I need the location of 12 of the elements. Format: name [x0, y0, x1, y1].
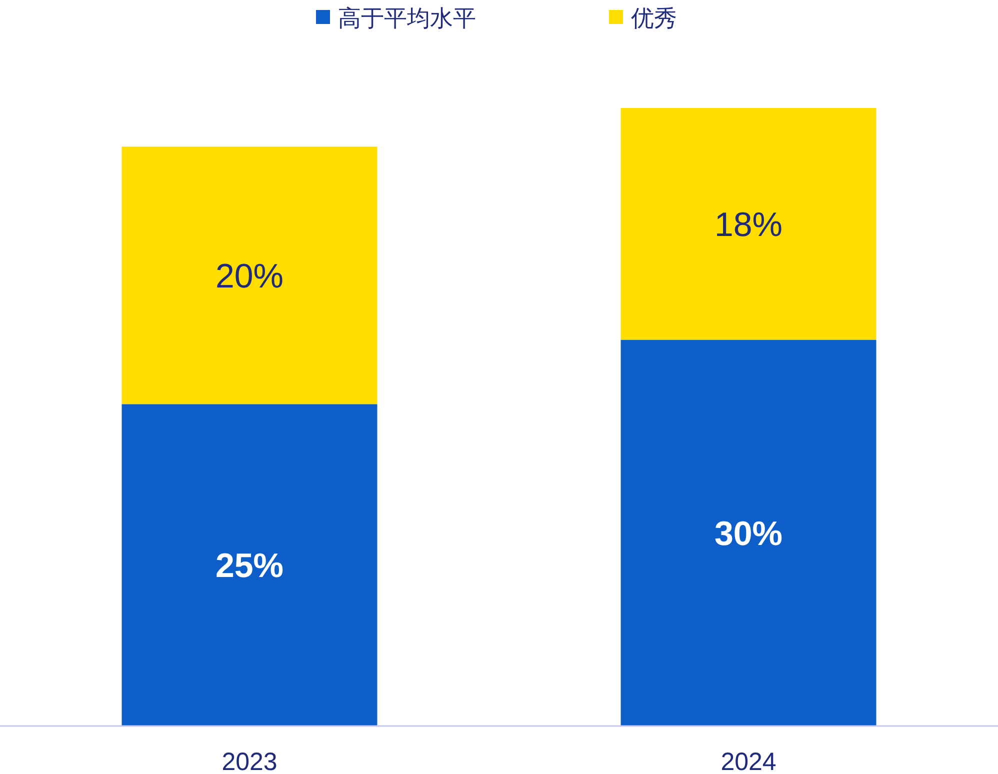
data-label: 25%: [215, 547, 284, 586]
data-label: 18%: [714, 206, 783, 244]
data-label: 30%: [714, 514, 783, 553]
bar: [122, 404, 378, 726]
x-tick-label: 2023: [222, 748, 278, 774]
x-tick-label: 2024: [720, 748, 776, 774]
legend-label: 优秀: [631, 5, 677, 31]
bar: [122, 146, 378, 404]
bar: [620, 108, 876, 340]
bar: [620, 340, 876, 726]
legend-label: 高于平均水平: [338, 5, 476, 31]
data-label: 20%: [215, 257, 284, 296]
